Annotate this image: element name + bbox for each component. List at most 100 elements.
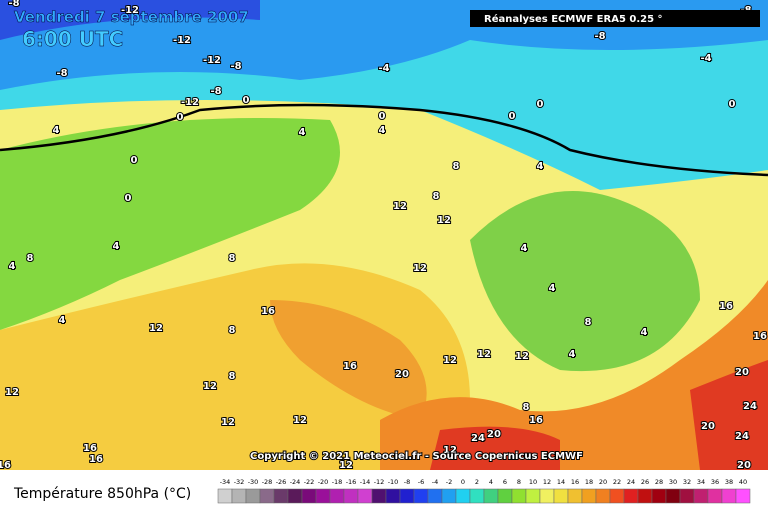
legend-label: -8	[404, 478, 410, 486]
legend-label: -10	[388, 478, 399, 486]
legend-swatch	[651, 488, 667, 504]
legend-label: -26	[276, 478, 287, 486]
contour-label: 16	[89, 454, 103, 465]
contour-label: 8	[27, 253, 34, 264]
legend-swatch	[245, 488, 261, 504]
legend-swatch	[427, 488, 443, 504]
contour-label: 4	[569, 349, 576, 360]
contour-label: 20	[701, 421, 715, 432]
contour-label: -8	[56, 68, 67, 79]
legend-swatch	[707, 488, 723, 504]
legend-label: 40	[739, 478, 747, 486]
legend-scale: -34 -32 -30 -28 -26 -24 -22 -20 -18 -16 -14 -12 -10-…	[217, 478, 751, 504]
warm-zone	[0, 263, 470, 470]
contour-label: 12	[221, 417, 235, 428]
contour-label: 4	[299, 127, 306, 138]
contour-label: 4	[549, 283, 556, 294]
legend-label: -20	[318, 478, 329, 486]
contour-label: 4	[53, 125, 60, 136]
legend-label: -24	[290, 478, 301, 486]
hot-zone	[380, 280, 768, 470]
legend-swatch	[301, 488, 317, 504]
legend-label: -2	[446, 478, 452, 486]
legend-label: 0	[461, 478, 465, 486]
legend-swatch	[567, 488, 583, 504]
legend-swatch	[287, 488, 303, 504]
legend-swatch	[217, 488, 233, 504]
contour-label: 16	[261, 306, 275, 317]
legend-swatch	[357, 488, 373, 504]
legend-swatch	[315, 488, 331, 504]
contour-label: 24	[735, 431, 749, 442]
legend-label: 4	[489, 478, 493, 486]
legend-label: 16	[571, 478, 579, 486]
hot-core	[430, 360, 768, 470]
contour-label: 12	[515, 351, 529, 362]
source: Réanalyses ECMWF ERA5 0.25 °	[484, 13, 663, 25]
contour-label: 12	[203, 381, 217, 392]
legend-swatch	[259, 488, 275, 504]
contour-label: -8	[210, 86, 221, 97]
legend-swatch	[469, 488, 485, 504]
contour-label: 12	[5, 387, 19, 398]
contour-label: -4	[700, 53, 711, 64]
contour-label: 24	[743, 401, 757, 412]
legend-swatch	[343, 488, 359, 504]
contour-label: 4	[521, 243, 528, 254]
contour-label: 4	[113, 241, 120, 252]
map-time: 6:00 UTC	[22, 27, 123, 51]
legend-label: 2	[475, 478, 479, 486]
contour-label: 16	[753, 331, 767, 342]
contour-label: 8	[229, 325, 236, 336]
contour-label: 0	[243, 95, 250, 106]
legend-label: 30	[669, 478, 677, 486]
contour-label: 4	[641, 327, 648, 338]
contour-label: 0	[125, 193, 132, 204]
contour-label: 8	[585, 317, 592, 328]
legend-swatch	[371, 488, 387, 504]
contour-label: 0	[729, 99, 736, 110]
contour-label: 12	[443, 445, 457, 456]
legend-label: -6	[418, 478, 424, 486]
legend-label: 32	[683, 478, 691, 486]
legend-swatch	[441, 488, 457, 504]
legend-label: 26	[641, 478, 649, 486]
contour-label: 12	[477, 349, 491, 360]
warm-core	[270, 300, 427, 420]
legend-title: Température 850hPa (°C)	[13, 486, 191, 502]
legend-swatch	[735, 488, 751, 504]
legend-swatch	[511, 488, 527, 504]
legend-label: 14	[557, 478, 565, 486]
contour-label: 12	[437, 215, 451, 226]
legend-swatch	[273, 488, 289, 504]
contour-label: -12	[121, 5, 139, 16]
legend-label: 6	[503, 478, 507, 486]
legend-label: -32	[234, 478, 245, 486]
legend-swatch	[539, 488, 555, 504]
legend-label: 34	[697, 478, 705, 486]
legend-label: 18	[585, 478, 593, 486]
contour-label: 16	[719, 301, 733, 312]
contour-label: 16	[83, 443, 97, 454]
legend-label: -14	[360, 478, 371, 486]
legend-label: -12	[374, 478, 385, 486]
contour-label: 8	[433, 191, 440, 202]
legend-label: 12	[543, 478, 551, 486]
legend-swatch	[637, 488, 653, 504]
contour-labels: -8-12-12-12-8-8-8-1200400404-4000-4-8-84…	[0, 0, 768, 472]
legend-swatch	[609, 488, 625, 504]
legend-swatch	[525, 488, 541, 504]
contour-label: 4	[379, 125, 386, 136]
legend-swatch	[231, 488, 247, 504]
copyright: Copyright © 2021 Meteociel.fr - Source C…	[250, 451, 583, 462]
contour-label: 4	[537, 161, 544, 172]
contour-label: 12	[393, 201, 407, 212]
legend-label: 24	[627, 478, 635, 486]
contour-label: 0	[131, 155, 138, 166]
legend-label: 10	[529, 478, 537, 486]
contour-label: 8	[229, 253, 236, 264]
contour-label: 20	[395, 369, 409, 380]
legend-label: 20	[599, 478, 607, 486]
contour-label: 12	[149, 323, 163, 334]
contour-label: -12	[203, 55, 221, 66]
